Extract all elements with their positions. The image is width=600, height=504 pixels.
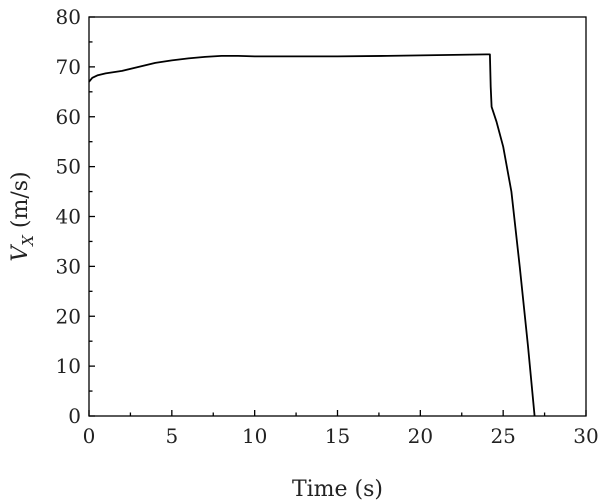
x-tick-label: 15 (325, 424, 350, 448)
plot-frame (88, 16, 587, 417)
x-tick-label: 5 (165, 424, 178, 448)
y-tick-label: 30 (56, 254, 81, 278)
x-tick-label: 0 (83, 424, 96, 448)
y-axis-title-main: V (8, 244, 33, 262)
y-axis-title: VX (m/s) (8, 171, 37, 261)
y-tick-label: 50 (56, 155, 81, 179)
x-tick-label: 20 (408, 424, 433, 448)
x-tick-labels: 0 5 10 15 20 25 30 (83, 424, 599, 448)
y-axis-title-subscript: X (19, 234, 37, 247)
vx-series-line (88, 53, 536, 417)
x-axis-title: Time (s) (292, 477, 383, 502)
y-tick-label: 10 (56, 354, 81, 378)
y-tick-label: 0 (68, 404, 81, 428)
y-tick-label: 20 (56, 304, 81, 328)
y-tick-label: 60 (56, 105, 81, 129)
major-ticks (88, 16, 587, 417)
y-tick-labels: 0 10 20 30 40 50 60 70 80 (56, 5, 81, 428)
x-tick-label: 30 (573, 424, 598, 448)
x-tick-label: 10 (242, 424, 267, 448)
y-tick-label: 70 (56, 55, 81, 79)
y-tick-label: 40 (56, 205, 81, 229)
y-axis-title-unit: (m/s) (8, 171, 33, 235)
y-tick-label: 80 (56, 5, 81, 29)
minor-ticks (89, 41, 546, 416)
x-tick-label: 25 (490, 424, 515, 448)
